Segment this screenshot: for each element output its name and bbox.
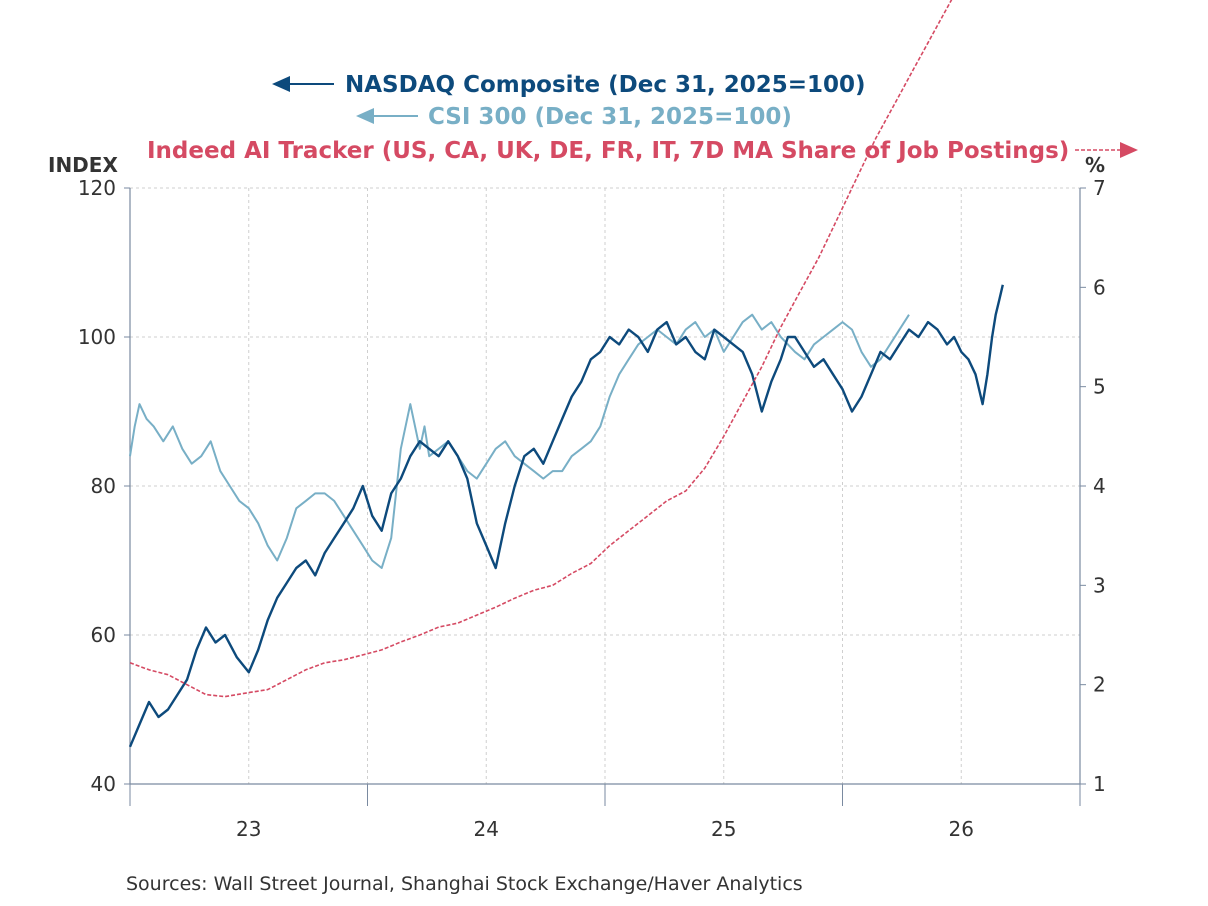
indeed-ai-series-line	[129, 0, 953, 698]
csi300-series-line	[129, 313, 910, 569]
right-tick-label: 2	[1093, 673, 1106, 697]
right-tick-label: 1	[1093, 772, 1106, 796]
right-axis-unit-label: %	[1085, 153, 1105, 177]
legend-nasdaq-label: NASDAQ Composite (Dec 31, 2025=100)	[345, 72, 866, 98]
x-tick-label: 26	[949, 817, 974, 841]
right-tick-label: 4	[1093, 474, 1106, 498]
left-tick-label: 60	[91, 623, 116, 647]
nasdaq-series-line	[128, 284, 1004, 748]
left-axis-unit-label: INDEX	[48, 153, 118, 177]
left-tick-label: 40	[91, 772, 116, 796]
left-tick-label: 120	[78, 176, 116, 200]
x-tick-label: 23	[236, 817, 261, 841]
x-tick-label: 25	[711, 817, 736, 841]
right-tick-label: 5	[1093, 375, 1106, 399]
legend-csi300-arrow-icon	[356, 108, 374, 124]
series-layer	[128, 0, 1004, 748]
grid	[130, 187, 1080, 784]
legend-csi300-label: CSI 300 (Dec 31, 2025=100)	[428, 104, 792, 130]
left-tick-label: 100	[78, 325, 116, 349]
right-tick-label: 3	[1093, 573, 1106, 597]
legend-nasdaq-arrow-icon	[272, 76, 290, 92]
right-tick-label: 7	[1093, 176, 1106, 200]
legend: NASDAQ Composite (Dec 31, 2025=100) CSI 3…	[147, 72, 1138, 164]
legend-indeed-ai-arrow-icon	[1120, 142, 1138, 158]
right-tick-label: 6	[1093, 275, 1106, 299]
left-tick-label: 80	[91, 474, 116, 498]
source-note: Sources: Wall Street Journal, Shanghai S…	[126, 873, 803, 895]
x-tick-label: 24	[474, 817, 499, 841]
legend-indeed-ai-label: Indeed AI Tracker (US, CA, UK, DE, FR, I…	[147, 138, 1069, 164]
